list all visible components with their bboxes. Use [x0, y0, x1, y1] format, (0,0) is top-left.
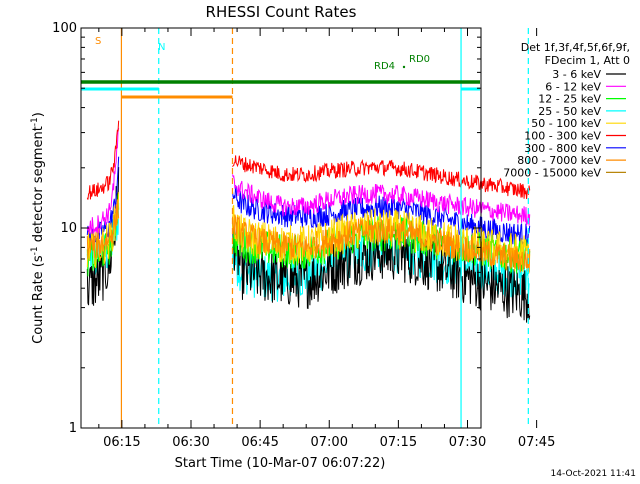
- y-axis-label: Count Rate (s-1 detector segment-1): [30, 112, 46, 344]
- y-axis-label-superscript-1: -1: [30, 246, 40, 255]
- y-axis-label-main: Count Rate (s: [31, 255, 46, 344]
- series-line-100-300-kev-pre: [86, 120, 120, 200]
- legend-label-25-50-kev: 25 - 50 keV: [538, 105, 601, 118]
- plot-area: S N RD0 RD4 1 10 100 06:15 06:30 06:45 07:00 07:1…: [52, 21, 555, 450]
- rd4-marker-dot: [402, 65, 406, 69]
- series-line-6-12-kev-post: [231, 174, 531, 227]
- flag-label-n: N: [158, 42, 165, 53]
- y-axis-ticks: 1 10 100: [52, 21, 481, 436]
- legend-label-50-100-kev: 50 - 100 keV: [531, 117, 601, 130]
- flag-label-rd4: RD4: [374, 61, 395, 72]
- x-axis-ticks: 06:15 06:30 06:45 07:00 07:15 07:30 07:45: [98, 28, 555, 450]
- generation-timestamp: 14-Oct-2021 11:41: [551, 469, 636, 479]
- y-tick-label-1: 1: [69, 421, 77, 436]
- series-line-300-800-kev-post: [231, 185, 531, 247]
- legend: Det 1f,3f,4f,5f,6f,9f, FDecim 1, Att 0 3…: [503, 41, 630, 179]
- y-axis-label-superscript-2: -1: [30, 117, 40, 126]
- legend-label-100-300-kev: 100 - 300 keV: [524, 130, 601, 143]
- legend-header-line-1: Det 1f,3f,4f,5f,6f,9f,: [521, 41, 630, 54]
- legend-label-6-12-kev: 6 - 12 keV: [545, 80, 601, 93]
- flag-bars-layer: S N RD0 RD4: [81, 36, 480, 99]
- series-layer: [86, 120, 531, 323]
- series-line-3-6-kev-post: [231, 218, 531, 323]
- x-axis-label: Start Time (10-Mar-07 06:07:22): [175, 456, 386, 471]
- series-line-100-300-kev-post: [232, 155, 531, 199]
- legend-header-line-2: FDecim 1, Att 0: [545, 54, 630, 67]
- x-tick-label-07:30: 07:30: [449, 435, 486, 450]
- vertical-marker-layer: [120, 28, 529, 428]
- legend-label-3-6-kev: 3 - 6 keV: [552, 68, 601, 81]
- flag-label-rd0: RD0: [409, 54, 430, 65]
- series-line-6-12-kev-pre: [86, 127, 120, 235]
- legend-label-7000-15000-kev: 7000 - 15000 keV: [503, 166, 601, 179]
- y-tick-label-100: 100: [52, 21, 77, 36]
- series-line-800-7000-kev-pre: [86, 199, 120, 259]
- legend-label-800-7000-kev: 800 - 7000 keV: [517, 154, 601, 167]
- x-tick-label-06:45: 06:45: [241, 435, 278, 450]
- y-axis-label-end: ): [31, 112, 46, 117]
- x-tick-label-07:15: 07:15: [380, 435, 417, 450]
- x-tick-label-06:30: 06:30: [172, 435, 209, 450]
- legend-label-300-800-kev: 300 - 800 keV: [524, 142, 601, 155]
- x-tick-label-07:45: 07:45: [518, 435, 555, 450]
- y-axis-label-middle: detector segment: [31, 126, 46, 246]
- y-tick-label-10: 10: [60, 221, 77, 236]
- x-tick-label-06:15: 06:15: [103, 435, 140, 450]
- flag-label-s: S: [95, 36, 101, 47]
- legend-label-12-25-kev: 12 - 25 keV: [538, 93, 601, 106]
- x-tick-label-07:00: 07:00: [311, 435, 348, 450]
- chart-title: RHESSI Count Rates: [206, 3, 357, 21]
